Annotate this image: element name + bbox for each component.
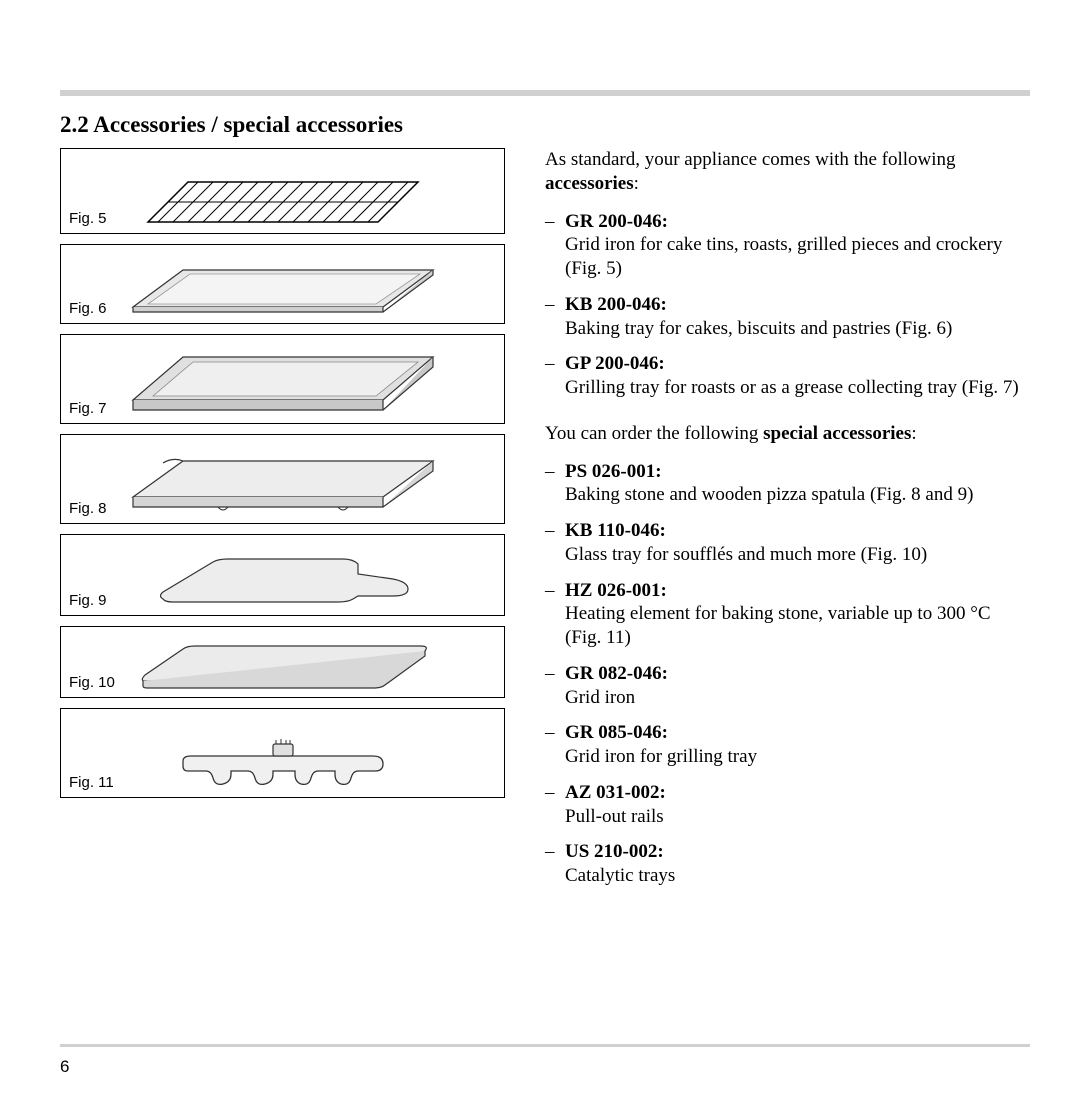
intro-bold: accessories bbox=[545, 173, 634, 194]
item-code: AZ 031-002: bbox=[565, 782, 666, 803]
figure-9: Fig. 9 bbox=[60, 534, 505, 616]
glass-tray-icon bbox=[133, 643, 433, 691]
standard-accessories-list: GR 200-046: Grid iron for cake tins, roa… bbox=[545, 210, 1030, 400]
item-code: GR 200-046: bbox=[565, 211, 668, 232]
item-desc: Heating element for baking stone, variab… bbox=[565, 602, 1030, 650]
item-desc: Grid iron for grilling tray bbox=[565, 745, 1030, 769]
figure-10: Fig. 10 bbox=[60, 626, 505, 698]
standard-intro: As standard, your appliance comes with t… bbox=[545, 148, 1030, 196]
list-item: US 210-002: Catalytic trays bbox=[545, 840, 1030, 888]
figure-label: Fig. 10 bbox=[69, 674, 115, 691]
figure-11: Fig. 11 bbox=[60, 708, 505, 798]
figures-column: Fig. 5 Fig. 6 bbox=[60, 148, 505, 900]
item-code: GP 200-046: bbox=[565, 353, 665, 374]
heating-element-icon bbox=[173, 736, 393, 791]
item-desc: Grid iron for cake tins, roasts, grilled… bbox=[565, 233, 1030, 281]
list-item: GR 200-046: Grid iron for cake tins, roa… bbox=[545, 210, 1030, 281]
item-desc: Baking stone and wooden pizza spatula (F… bbox=[565, 483, 1030, 507]
list-item: KB 200-046: Baking tray for cakes, biscu… bbox=[545, 293, 1030, 341]
figure-7: Fig. 7 bbox=[60, 334, 505, 424]
special-intro: You can order the following special acce… bbox=[545, 422, 1030, 446]
list-item: GR 082-046: Grid iron bbox=[545, 662, 1030, 710]
item-code: KB 200-046: bbox=[565, 294, 667, 315]
figure-label: Fig. 9 bbox=[69, 592, 107, 609]
pizza-spatula-icon bbox=[133, 554, 433, 609]
special-pre: You can order the following bbox=[545, 423, 763, 444]
baking-tray-icon bbox=[128, 262, 438, 317]
item-code: GR 082-046: bbox=[565, 663, 668, 684]
item-desc: Baking tray for cakes, biscuits and past… bbox=[565, 317, 1030, 341]
page-number: 6 bbox=[60, 1057, 69, 1077]
list-item: AZ 031-002: Pull-out rails bbox=[545, 781, 1030, 829]
item-code: PS 026-001: bbox=[565, 461, 662, 482]
grid-iron-icon bbox=[138, 177, 428, 227]
item-code: KB 110-046: bbox=[565, 520, 666, 541]
item-code: HZ 026-001: bbox=[565, 580, 667, 601]
baking-stone-icon bbox=[128, 455, 438, 517]
item-desc: Pull-out rails bbox=[565, 805, 1030, 829]
special-accessories-list: PS 026-001: Baking stone and wooden pizz… bbox=[545, 460, 1030, 888]
item-desc: Catalytic trays bbox=[565, 864, 1030, 888]
list-item: GP 200-046: Grilling tray for roasts or … bbox=[545, 352, 1030, 400]
item-desc: Grid iron bbox=[565, 686, 1030, 710]
figure-label: Fig. 11 bbox=[69, 774, 114, 791]
figure-5: Fig. 5 bbox=[60, 148, 505, 234]
text-column: As standard, your appliance comes with t… bbox=[545, 148, 1030, 900]
two-column-layout: Fig. 5 Fig. 6 bbox=[60, 148, 1030, 900]
list-item: HZ 026-001: Heating element for baking s… bbox=[545, 579, 1030, 650]
list-item: PS 026-001: Baking stone and wooden pizz… bbox=[545, 460, 1030, 508]
item-code: US 210-002: bbox=[565, 841, 664, 862]
top-rule bbox=[60, 90, 1030, 96]
figure-label: Fig. 5 bbox=[69, 210, 107, 227]
special-bold: special accessories bbox=[763, 423, 911, 444]
figure-label: Fig. 7 bbox=[69, 400, 107, 417]
section-heading: 2.2 Accessories / special accessories bbox=[60, 112, 1030, 138]
grilling-tray-icon bbox=[128, 352, 438, 417]
figure-8: Fig. 8 bbox=[60, 434, 505, 524]
figure-label: Fig. 6 bbox=[69, 300, 107, 317]
figure-label: Fig. 8 bbox=[69, 500, 107, 517]
list-item: KB 110-046: Glass tray for soufflés and … bbox=[545, 519, 1030, 567]
bottom-rule bbox=[60, 1044, 1030, 1047]
item-desc: Glass tray for soufflés and much more (F… bbox=[565, 543, 1030, 567]
special-post: : bbox=[911, 423, 916, 444]
item-desc: Grilling tray for roasts or as a grease … bbox=[565, 376, 1030, 400]
intro-pre: As standard, your appliance comes with t… bbox=[545, 149, 956, 170]
list-item: GR 085-046: Grid iron for grilling tray bbox=[545, 721, 1030, 769]
intro-post: : bbox=[634, 173, 639, 194]
item-code: GR 085-046: bbox=[565, 722, 668, 743]
figure-6: Fig. 6 bbox=[60, 244, 505, 324]
